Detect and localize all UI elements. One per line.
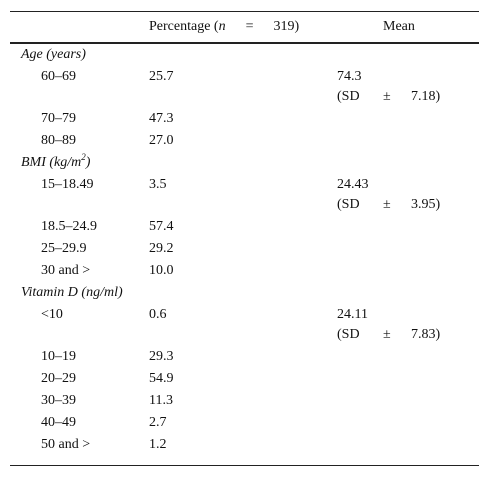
row-label: 60–69 [41,69,76,84]
percentage: 1.2 [149,437,167,452]
row-label: 30 and > [41,263,91,278]
percentage: 10.0 [149,263,174,278]
percentage: 47.3 [149,111,174,126]
percentage: 2.7 [149,415,167,430]
row-label: 30–39 [41,393,76,408]
percentage: 25.7 [149,69,174,84]
group-label: BMI (kg/m2) [21,152,91,171]
sd-value: 7.18) [411,89,441,104]
sd-pm: ± [383,197,391,212]
bottom-rule [10,465,479,466]
group-label-text: Age (years) [21,47,86,62]
percentage: 27.0 [149,133,174,148]
percentage: 57.4 [149,219,174,234]
header-text: Percentage ( [149,19,219,34]
mean: 24.43 [337,177,369,192]
row-label: 20–29 [41,371,76,386]
row-label: 18.5–24.9 [41,219,97,234]
header-equals: = [245,19,254,34]
percentage: 3.5 [149,177,167,192]
percentage: 0.6 [149,307,167,322]
sd-open: (SD [337,327,360,342]
percentage: 54.9 [149,371,174,386]
group-label-text: BMI (kg/m [21,155,82,170]
percentage: 11.3 [149,393,173,408]
header-percentage: Percentage (n = 319) [149,19,299,35]
sd-value: 7.83) [411,327,441,342]
row-label: 15–18.49 [41,177,94,192]
mean: 24.11 [337,307,368,322]
sd-pm: ± [383,89,391,104]
sd-value: 3.95) [411,197,441,212]
row-label: <10 [41,307,63,322]
row-label: 40–49 [41,415,76,430]
header-mean: Mean [383,19,415,34]
group-label: Age (years) [21,47,86,63]
row-label: 25–29.9 [41,241,87,256]
group-label-sup: 2 [81,152,86,162]
group-label-text: Vitamin D (ng/ml) [21,285,123,300]
header-n: n [218,19,226,34]
sd-open: (SD [337,197,360,212]
percentage: 29.2 [149,241,174,256]
row-label: 70–79 [41,111,76,126]
group-label: Vitamin D (ng/ml) [21,285,123,301]
header-rule [10,42,479,44]
sd-open: (SD [337,89,360,104]
group-label-close: ) [85,155,91,170]
row-label: 10–19 [41,349,76,364]
row-label: 80–89 [41,133,76,148]
mean: 74.3 [337,69,362,84]
top-rule [10,11,479,12]
percentage: 29.3 [149,349,174,364]
header-count: 319) [273,19,300,34]
sd-pm: ± [383,327,391,342]
row-label: 50 and > [41,437,91,452]
